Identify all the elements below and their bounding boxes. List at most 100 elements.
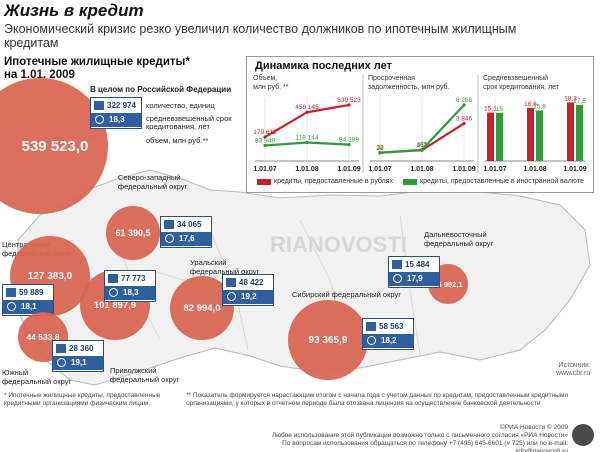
- clock-icon: [165, 234, 174, 243]
- district-bubble-siberia: 93 365,9: [288, 300, 368, 380]
- data-point: [462, 103, 466, 107]
- district-label-ural: Уральский федеральный округ: [190, 258, 260, 276]
- x-tick-label: 1.01.09: [563, 166, 586, 173]
- legend-count: количество, единиц: [146, 101, 215, 110]
- legend-term: средневзвешенный срок кредитования, лет: [146, 114, 232, 131]
- data-label: 17,5: [573, 98, 586, 105]
- clock-icon: [393, 274, 402, 283]
- bar-red: [567, 102, 574, 161]
- ria-logo-icon: [572, 424, 594, 446]
- district-stat-volga: 77 773 18,3: [104, 270, 156, 302]
- x-tick-label: 1.01.07: [368, 166, 391, 173]
- clock-icon: [109, 288, 118, 297]
- data-label: 458 145: [295, 104, 319, 111]
- clock-icon: [227, 292, 236, 301]
- house-icon: [94, 101, 104, 110]
- data-label: 6 256: [456, 97, 473, 104]
- data-label: 15,8: [533, 103, 546, 110]
- house-icon: [366, 322, 376, 331]
- page-subtitle: Экономический кризис резко увеличил коли…: [4, 22, 517, 50]
- x-tick-label: 1.01.08: [295, 166, 318, 173]
- x-tick-label: 1.01.07: [253, 166, 276, 173]
- district-label-south: Южный федеральный округ: [2, 368, 72, 386]
- house-icon: [108, 274, 118, 283]
- footnote-2: ** Показатель формируется нарастающим ит…: [186, 392, 568, 407]
- panel1-label: Объем, млн руб. **: [253, 75, 289, 91]
- x-tick-label: 1.01.09: [452, 166, 475, 173]
- district-stat-fareast: 15 484 17,9: [388, 256, 440, 288]
- data-point: [378, 151, 382, 155]
- data-point: [305, 110, 309, 114]
- panel2-label: Просроченная задолженность, млн руб.: [368, 75, 450, 91]
- district-stat-siberia: 58 563 18,2: [362, 318, 414, 350]
- district-label-northwest: Северо-западный федеральный округ: [118, 173, 188, 191]
- russia-total-value: 539 523,0: [21, 137, 89, 155]
- x-tick-label: 1.01.07: [483, 166, 506, 173]
- x-tick-label: 1.01.09: [337, 166, 360, 173]
- bar-red: [527, 107, 534, 161]
- russia-total-term: 18,3: [109, 115, 125, 124]
- bar-red: [487, 112, 494, 161]
- x-tick-label: 1.01.08: [523, 166, 546, 173]
- district-label-fareast: Дальневосточный федеральный округ: [424, 230, 494, 248]
- source: Источник: www.cbr.ru: [556, 362, 591, 377]
- house-icon: [56, 344, 66, 353]
- district-stat-central: 59 889 18,1: [2, 284, 54, 316]
- legend-red-label: кредиты, предоставленные в рублях: [274, 178, 393, 185]
- legend-green-label: кредиты, предоставленные в иностранной в…: [420, 178, 584, 185]
- dynamics-panel: Динамика последних лет Объем, млн руб. **…: [246, 56, 594, 193]
- data-point: [263, 143, 267, 148]
- footnote-1: * Ипотечные жилищные кредиты, предоставл…: [4, 392, 161, 407]
- data-label: 435: [417, 142, 428, 149]
- data-point: [347, 103, 351, 107]
- section-title: Ипотечные жилищные кредиты* на 1.01. 200…: [4, 56, 190, 82]
- bar-green: [536, 110, 543, 161]
- house-icon: [164, 220, 174, 229]
- data-label: 83 949: [255, 138, 275, 145]
- legend-green-swatch: [403, 179, 417, 185]
- data-label: 94 289: [339, 137, 359, 144]
- data-label: 18,3: [564, 95, 577, 102]
- data-point: [347, 143, 351, 147]
- data-label: 15,1: [484, 106, 497, 113]
- legend-volume: объем, млн руб.**: [146, 136, 209, 145]
- clock-icon: [7, 302, 16, 311]
- district-label-siberia: Сибирский федеральный округ: [292, 290, 401, 299]
- district-stat-south: 28 360 19,1: [52, 340, 104, 372]
- x-tick-label: 1.01.08: [410, 166, 433, 173]
- clock-icon: [95, 115, 104, 124]
- section-title-line2: на 1.01. 2009: [4, 69, 75, 81]
- data-label: 361: [417, 142, 428, 149]
- credits: ©РИА Новости © 2009 Любое использование э…: [271, 424, 568, 452]
- data-label: 38: [376, 145, 384, 152]
- house-icon: [226, 278, 236, 287]
- data-point: [420, 148, 424, 152]
- house-icon: [392, 260, 402, 269]
- data-label: 539 523: [337, 97, 361, 104]
- clock-icon: [57, 358, 66, 367]
- russia-total-count: 322 974: [107, 101, 136, 110]
- data-point: [263, 135, 267, 139]
- data-label: 179 612: [253, 129, 277, 136]
- data-point: [462, 121, 466, 126]
- data-label: 15: [496, 106, 504, 113]
- dynamics-charts: 1.01.07 1.01.08 1.01.09 179 612 458 145 539 5…: [253, 75, 587, 173]
- clock-icon: [367, 336, 376, 345]
- data-point: [305, 140, 309, 145]
- district-bubble-northwest: 61 390,5: [106, 206, 160, 260]
- watermark: RIANOVOSTI: [270, 232, 407, 257]
- district-stat-ural: 48 422 19,2: [222, 274, 274, 306]
- page-title: Жизнь в кредит: [4, 1, 144, 20]
- section-title-line1: Ипотечные жилищные кредиты*: [4, 56, 190, 68]
- dynamics-title: Динамика последних лет: [255, 60, 393, 72]
- data-label: 22: [376, 145, 384, 152]
- house-icon: [6, 288, 16, 297]
- data-label: 16,6: [524, 101, 537, 108]
- data-label: 3 846: [456, 115, 473, 122]
- legend-red-swatch: [257, 179, 271, 185]
- data-label: 118 144: [295, 134, 318, 141]
- district-label-volga: Приволжский федеральный округ: [110, 366, 180, 384]
- district-stat-northwest: 34 065 17,6: [160, 216, 212, 248]
- bar-green: [496, 113, 503, 161]
- panel3-label: Средневзвешенный срок кредитования, лет: [483, 75, 559, 91]
